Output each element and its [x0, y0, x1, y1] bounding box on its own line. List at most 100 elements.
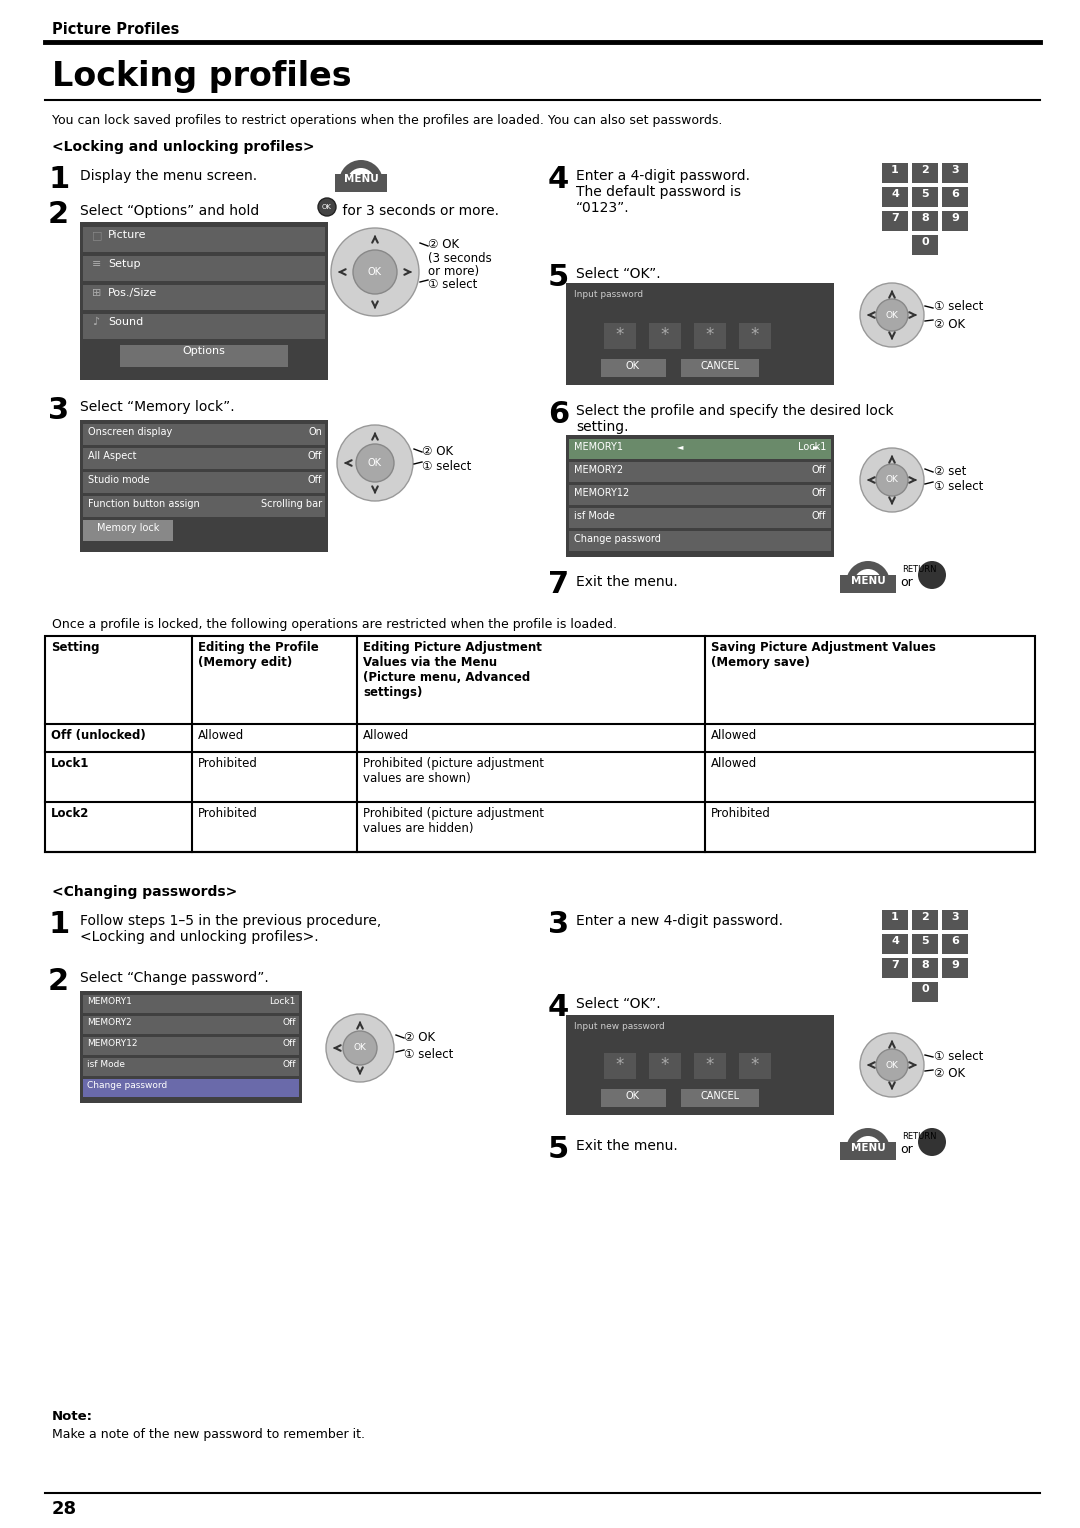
Text: Exit the menu.: Exit the menu. — [576, 575, 678, 588]
Text: 4: 4 — [548, 165, 569, 194]
Bar — [83, 448, 325, 469]
Bar — [83, 286, 325, 310]
Circle shape — [918, 561, 946, 588]
Bar — [566, 435, 834, 558]
Text: Make a note of the new password to remember it.: Make a note of the new password to remem… — [52, 1429, 365, 1441]
Text: RETURN: RETURN — [902, 1132, 936, 1141]
Text: Editing the Profile
(Memory edit): Editing the Profile (Memory edit) — [198, 642, 319, 669]
Text: Scrolling bar: Scrolling bar — [261, 500, 322, 509]
Text: 8: 8 — [921, 212, 929, 223]
Text: Enter a 4-digit password.
The default password is
“0123”.: Enter a 4-digit password. The default pa… — [576, 170, 750, 215]
Bar — [83, 520, 173, 541]
Text: Sound: Sound — [108, 316, 144, 327]
Text: MEMORY2: MEMORY2 — [573, 465, 623, 475]
Text: Off: Off — [283, 1039, 296, 1048]
Text: MEMORY2: MEMORY2 — [87, 1018, 132, 1027]
Text: Setup: Setup — [108, 260, 140, 269]
Text: MEMORY12: MEMORY12 — [87, 1039, 137, 1048]
Text: Locking profiles: Locking profiles — [52, 60, 352, 93]
Circle shape — [318, 199, 336, 215]
Bar — [942, 958, 968, 978]
Text: Display the menu screen.: Display the menu screen. — [80, 170, 257, 183]
Circle shape — [353, 251, 397, 293]
Text: 3: 3 — [951, 165, 959, 176]
Text: *: * — [661, 325, 670, 344]
Text: 2: 2 — [921, 165, 929, 176]
Text: □: □ — [92, 231, 103, 240]
Text: ① select: ① select — [934, 1050, 984, 1063]
Bar — [649, 1053, 681, 1079]
Bar — [649, 322, 681, 348]
Text: Picture: Picture — [108, 231, 147, 240]
Text: *: * — [706, 325, 714, 344]
Text: 1: 1 — [891, 165, 899, 176]
Text: isf Mode: isf Mode — [573, 510, 615, 521]
Bar — [942, 163, 968, 183]
Bar — [45, 636, 1035, 853]
Text: Select “OK”.: Select “OK”. — [576, 267, 661, 281]
Text: RETURN: RETURN — [902, 565, 936, 575]
Bar — [912, 911, 939, 931]
Text: MENU: MENU — [343, 174, 378, 183]
Bar — [604, 1053, 636, 1079]
Text: 3: 3 — [951, 912, 959, 921]
Text: Prohibited (picture adjustment
values are hidden): Prohibited (picture adjustment values ar… — [363, 807, 544, 834]
Bar — [83, 1057, 299, 1076]
Text: CANCEL: CANCEL — [701, 361, 740, 371]
Bar — [942, 211, 968, 231]
Bar — [569, 461, 831, 481]
Text: 5: 5 — [548, 263, 569, 292]
Bar — [83, 313, 325, 339]
Text: Follow steps 1–5 in the previous procedure,
<Locking and unlocking profiles>.: Follow steps 1–5 in the previous procedu… — [80, 914, 381, 944]
Text: (3 seconds: (3 seconds — [428, 252, 491, 264]
Text: Enter a new 4-digit password.: Enter a new 4-digit password. — [576, 914, 783, 927]
Text: OK: OK — [626, 361, 640, 371]
Text: Exit the menu.: Exit the menu. — [576, 1138, 678, 1154]
Text: Allowed: Allowed — [198, 729, 244, 743]
Bar — [566, 283, 834, 385]
Text: 2: 2 — [48, 200, 69, 229]
Text: ① select: ① select — [934, 299, 984, 313]
Circle shape — [876, 1050, 908, 1080]
Bar — [600, 1089, 666, 1106]
Bar — [80, 222, 328, 380]
Circle shape — [860, 448, 924, 512]
Text: ◄: ◄ — [677, 442, 684, 451]
Bar — [942, 911, 968, 931]
Text: Prohibited: Prohibited — [711, 807, 771, 821]
Bar — [739, 322, 771, 348]
Text: 4: 4 — [891, 189, 899, 199]
Text: 28: 28 — [52, 1500, 77, 1517]
Text: ② set: ② set — [934, 465, 967, 478]
Bar — [80, 420, 328, 552]
Text: Select “Memory lock”.: Select “Memory lock”. — [80, 400, 234, 414]
Text: Prohibited (picture adjustment
values are shown): Prohibited (picture adjustment values ar… — [363, 756, 544, 785]
Circle shape — [860, 1033, 924, 1097]
Text: or: or — [900, 576, 913, 588]
Text: Studio mode: Studio mode — [87, 475, 150, 484]
Text: OK: OK — [886, 1060, 899, 1070]
Text: ⊞: ⊞ — [92, 287, 102, 298]
Text: Function button assign: Function button assign — [87, 500, 200, 509]
Bar — [83, 257, 325, 281]
Bar — [681, 359, 759, 377]
Bar — [569, 532, 831, 552]
Text: 2: 2 — [921, 912, 929, 921]
Text: or: or — [900, 1143, 913, 1157]
Text: MEMORY12: MEMORY12 — [573, 487, 630, 498]
Bar — [83, 995, 299, 1013]
Bar — [600, 359, 666, 377]
Text: Allowed: Allowed — [363, 729, 409, 743]
Text: Change password: Change password — [573, 533, 661, 544]
Wedge shape — [339, 160, 383, 182]
Text: All Aspect: All Aspect — [87, 451, 136, 461]
Text: *: * — [661, 1056, 670, 1074]
Text: 5: 5 — [921, 189, 929, 199]
Text: 6: 6 — [951, 937, 959, 946]
Bar — [83, 497, 325, 516]
Text: 5: 5 — [548, 1135, 569, 1164]
Text: ►: ► — [813, 442, 820, 451]
Text: 8: 8 — [921, 960, 929, 970]
Text: OK: OK — [368, 458, 382, 468]
Text: ② OK: ② OK — [422, 445, 454, 458]
